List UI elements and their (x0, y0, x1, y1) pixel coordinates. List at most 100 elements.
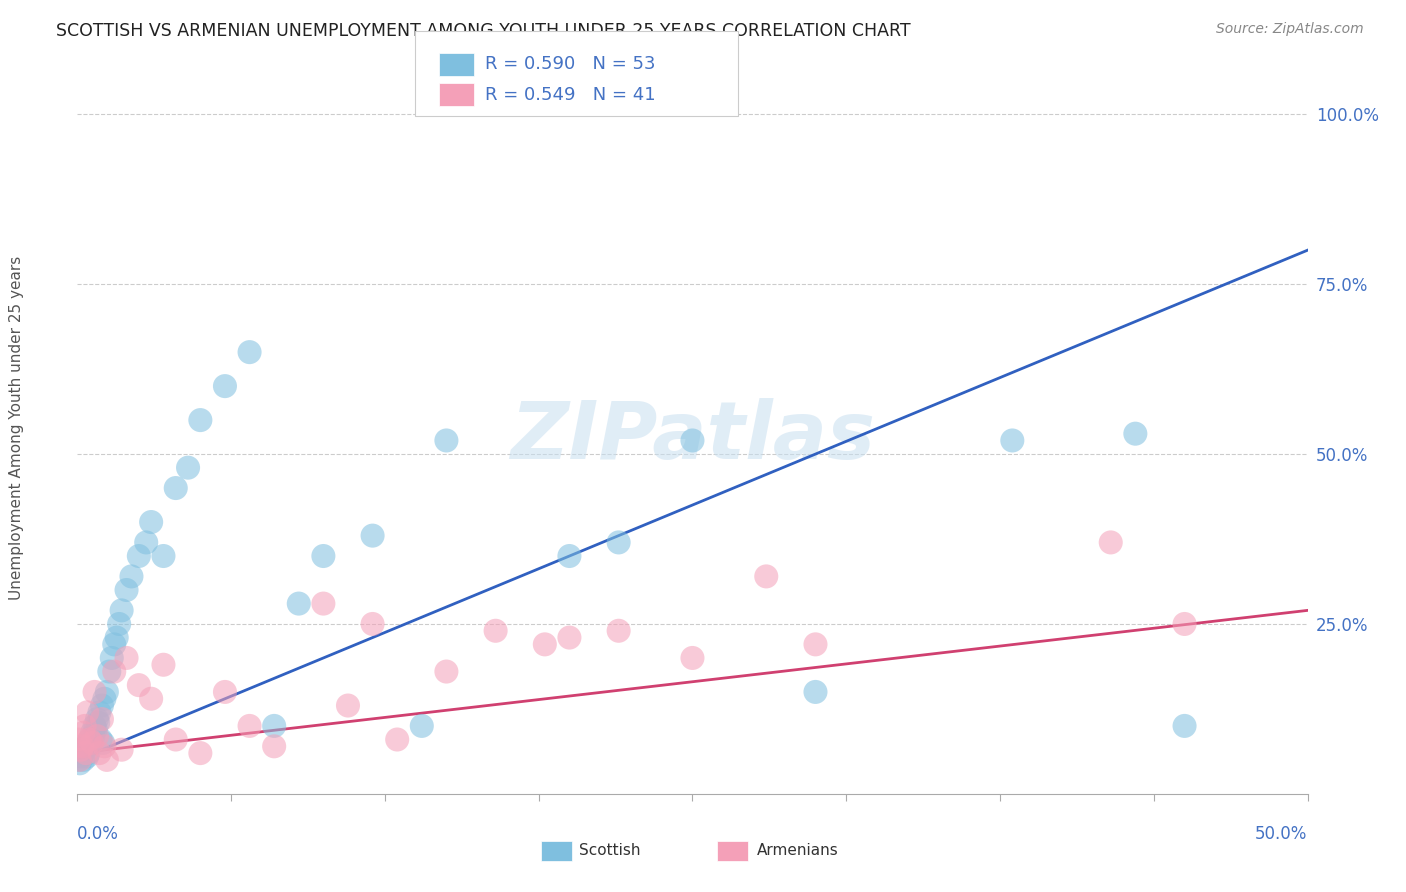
Point (337, 698, 360, 713)
Text: 50.0%: 50.0% (1256, 825, 1308, 843)
Point (485, 624, 508, 638)
Point (361, 617, 384, 632)
Point (70, 749, 93, 764)
Point (288, 597, 311, 611)
Point (96, 753, 118, 767)
Point (436, 434, 458, 448)
Point (111, 603, 134, 617)
Point (141, 515, 163, 529)
Point (312, 597, 335, 611)
Text: Armenians: Armenians (756, 844, 838, 858)
Point (165, 732, 187, 747)
Point (115, 582, 138, 597)
Text: Unemployment Among Youth under 25 years: Unemployment Among Youth under 25 years (10, 256, 24, 600)
Point (682, 434, 704, 448)
Point (83, 685, 105, 699)
Point (86, 729, 108, 743)
Point (312, 549, 335, 563)
Point (387, 732, 409, 747)
Point (361, 528, 384, 542)
Point (75, 746, 97, 760)
Point (105, 631, 128, 645)
Point (558, 549, 581, 563)
Point (91, 736, 114, 750)
Point (239, 345, 262, 359)
Point (103, 637, 125, 651)
Point (70, 739, 93, 754)
Point (411, 719, 433, 733)
Point (82, 725, 104, 739)
Point (804, 685, 827, 699)
Text: Scottish: Scottish (579, 844, 641, 858)
Point (1125, 426, 1147, 441)
Point (607, 624, 630, 638)
Point (804, 637, 827, 651)
Point (67, 753, 90, 767)
Point (190, 413, 212, 427)
Point (90, 712, 114, 726)
Point (90, 732, 112, 747)
Point (755, 569, 778, 583)
Point (165, 481, 187, 495)
Text: 0.0%: 0.0% (77, 825, 120, 843)
Point (89, 706, 111, 720)
Point (93, 739, 115, 754)
Point (152, 549, 174, 563)
Text: ZIPatlas: ZIPatlas (510, 398, 875, 476)
Point (72, 725, 94, 739)
Point (101, 651, 124, 665)
Point (70, 742, 93, 756)
Point (534, 637, 557, 651)
Point (98, 665, 121, 679)
Point (190, 746, 212, 760)
Point (76, 706, 98, 720)
Point (89, 746, 111, 760)
Point (177, 460, 200, 475)
Point (79, 732, 101, 747)
Point (77, 746, 100, 760)
Point (82, 736, 104, 750)
Point (607, 535, 630, 549)
Point (214, 379, 236, 393)
Point (82, 729, 104, 743)
Point (86, 712, 108, 726)
Point (682, 651, 704, 665)
Point (1001, 434, 1024, 448)
Point (69, 756, 91, 771)
Text: R = 0.590   N = 53: R = 0.590 N = 53 (485, 55, 655, 73)
Text: Source: ZipAtlas.com: Source: ZipAtlas.com (1216, 22, 1364, 37)
Point (115, 651, 138, 665)
Point (90, 698, 114, 713)
Point (128, 678, 150, 692)
Point (87, 715, 110, 730)
Point (69, 753, 91, 767)
Point (141, 691, 163, 706)
Point (436, 665, 458, 679)
Point (239, 719, 262, 733)
Point (263, 739, 285, 754)
Point (75, 739, 97, 754)
Point (103, 665, 125, 679)
Point (73, 719, 96, 733)
Point (1174, 719, 1197, 733)
Text: SCOTTISH VS ARMENIAN UNEMPLOYMENT AMONG YOUTH UNDER 25 YEARS CORRELATION CHART: SCOTTISH VS ARMENIAN UNEMPLOYMENT AMONG … (56, 22, 911, 40)
Point (83, 719, 105, 733)
Point (263, 719, 285, 733)
Point (79, 732, 101, 747)
Point (152, 657, 174, 672)
Point (111, 742, 134, 756)
Point (1174, 617, 1197, 632)
Point (73, 742, 96, 756)
Point (135, 535, 157, 549)
Point (108, 617, 131, 632)
Point (80, 736, 103, 750)
Point (558, 631, 581, 645)
Text: R = 0.549   N = 41: R = 0.549 N = 41 (485, 86, 655, 103)
Point (67, 732, 90, 747)
Point (72, 753, 94, 767)
Point (84, 723, 107, 737)
Point (76, 749, 98, 764)
Point (70, 746, 93, 760)
Point (121, 569, 143, 583)
Point (214, 685, 236, 699)
